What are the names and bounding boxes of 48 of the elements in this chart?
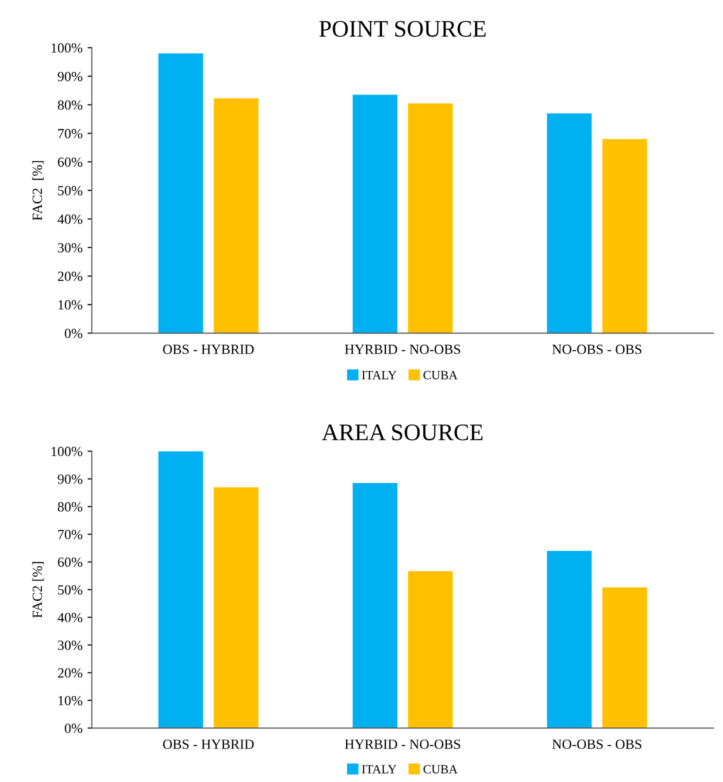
bar [352,483,398,728]
x-tick-label: NO-OBS - OBS [552,740,642,749]
bar [352,94,398,334]
y-tick-label: 80% [58,502,82,512]
x-tick-label: NO-OBS - OBS [552,344,642,354]
legend-label: CUBA [423,765,458,774]
y-axis-title: FAC2 [%] [32,161,44,220]
legend-label: ITALY [362,765,396,774]
legend-label: CUBA [423,370,458,380]
y-tick-label: 0% [64,328,82,338]
y-tick-label: 70% [58,530,82,540]
y-tick-label: 50% [58,186,82,196]
y-tick-label: 40% [58,214,82,224]
y-tick-label: 60% [58,157,82,167]
bar [546,113,592,334]
x-tick-label: OBS - HYBRID [163,740,254,749]
bar [158,53,204,334]
legend-label: ITALY [362,370,396,380]
y-tick-label: 40% [58,612,82,622]
bar [408,103,453,334]
x-tick-label: HYRBID - NO-OBS [344,740,460,749]
chart-title: POINT SOURCE [319,20,486,37]
bar [158,451,204,728]
y-tick-label: 70% [58,128,82,138]
y-tick-label: 10% [58,300,82,310]
bar [546,550,592,728]
x-tick-label: OBS - HYBRID [163,344,254,354]
y-tick-label: 20% [58,668,82,678]
y-tick-label: 50% [58,585,82,595]
bar [214,98,258,334]
bar [602,139,648,334]
chart-title: AREA SOURCE [322,424,483,440]
y-tick-label: 0% [64,724,82,734]
y-tick-label: 90% [58,72,82,82]
y-tick-label: 20% [58,272,82,282]
y-tick-label: 80% [58,100,82,110]
x-tick-label: HYRBID - NO-OBS [344,344,460,354]
bar [602,587,648,728]
y-tick-label: 30% [58,243,82,253]
y-tick-label: 10% [58,696,82,706]
y-tick-label: 90% [58,474,82,484]
bar [214,487,258,728]
bar [408,571,453,728]
y-tick-label: 60% [58,558,82,567]
y-tick-label: 100% [52,43,82,53]
y-tick-label: 30% [58,640,82,650]
y-axis-title: FAC2 [%] [32,562,44,618]
y-tick-label: 100% [52,446,82,456]
